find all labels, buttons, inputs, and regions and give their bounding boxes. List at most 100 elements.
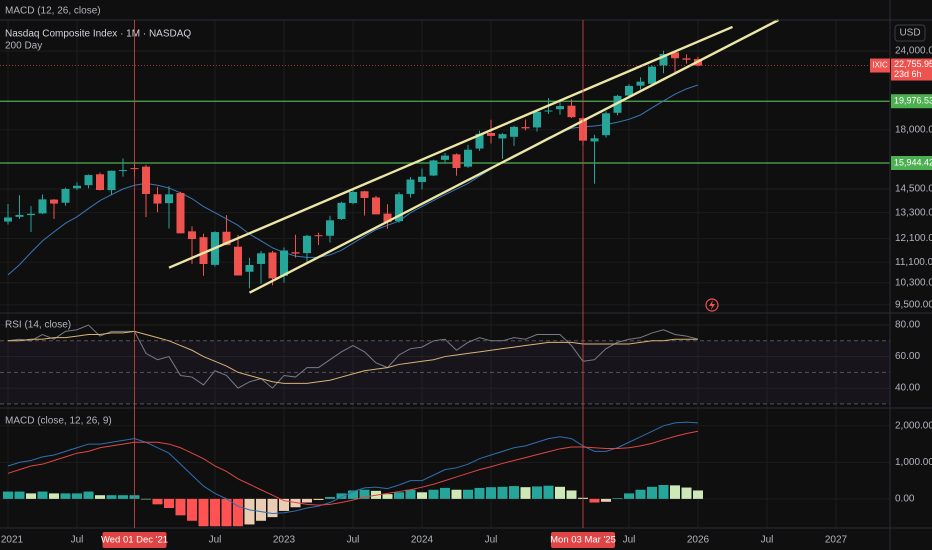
histogram-bar <box>555 486 565 499</box>
candle-body <box>4 217 12 222</box>
candle-body <box>395 194 403 222</box>
y-tick-label: 18,000.00 <box>895 124 932 135</box>
histogram-bar <box>612 498 623 499</box>
candle-body <box>590 138 599 142</box>
flash-icon-bolt[interactable] <box>709 300 715 310</box>
histogram-bar <box>244 498 255 525</box>
x-tick-label: 2026 <box>687 535 710 546</box>
histogram-bar <box>474 487 485 499</box>
level-label: 19,976.53 <box>894 96 932 106</box>
y-tick-label: 0.00 <box>895 494 915 505</box>
histogram-bar <box>26 493 36 499</box>
candle-body <box>107 170 116 191</box>
labels: MACD (12, 26, close) Nasdaq Composite In… <box>5 6 926 427</box>
y-tick-label: 13,300.00 <box>895 207 932 218</box>
candle-body <box>50 199 58 204</box>
histogram-bar <box>164 498 174 509</box>
candle-body <box>682 58 691 60</box>
candle-body <box>487 133 495 136</box>
histogram-bar <box>670 485 680 499</box>
histogram-bar <box>440 487 450 499</box>
histogram-bar <box>463 489 473 499</box>
histogram-bar <box>210 498 220 527</box>
histogram-bar <box>394 492 404 499</box>
histogram-bar <box>451 489 462 499</box>
candle-body <box>349 191 357 204</box>
histogram-bar <box>302 498 312 503</box>
histogram-bar <box>267 498 278 518</box>
x-tick-label: Jul <box>485 535 498 546</box>
last-price-tag <box>891 58 932 81</box>
candle-body <box>452 154 461 168</box>
histogram-bar <box>233 498 243 527</box>
flash-icon[interactable] <box>705 298 719 312</box>
currency-button[interactable] <box>894 24 926 42</box>
plot <box>0 18 890 527</box>
study-header[interactable]: MACD (12, 26, close) <box>5 6 101 17</box>
y-tick-label: 24,000.00 <box>895 46 932 57</box>
histogram-bar <box>141 498 151 500</box>
histogram-bar <box>428 489 439 499</box>
y-tick-label: 40.00 <box>895 383 920 394</box>
candle-body <box>567 105 576 118</box>
candle-body <box>188 231 196 240</box>
histogram-bar <box>106 495 117 499</box>
histogram-bar <box>520 487 531 499</box>
histogram-bar <box>405 489 416 499</box>
histogram-bar <box>83 491 94 499</box>
candle-body <box>245 265 254 272</box>
candle-body <box>337 202 346 219</box>
candle-body <box>165 194 173 204</box>
histogram-bar <box>336 493 347 499</box>
histogram-bar <box>72 493 82 499</box>
x-tick-label: 2027 <box>825 535 848 546</box>
candle-body <box>222 231 231 246</box>
histogram-bar <box>486 487 496 499</box>
candle-body <box>475 133 484 149</box>
candle-body <box>648 66 656 84</box>
candle-body <box>119 170 127 172</box>
histogram-bar <box>543 485 554 499</box>
histogram-bar <box>198 498 209 527</box>
histogram-bar <box>624 493 634 499</box>
candle-body <box>153 194 162 204</box>
y-tick-label: 9,500.00 <box>895 300 932 311</box>
histogram-bar <box>187 498 197 521</box>
symbol-title[interactable]: Nasdaq Composite Index · 1M · NASDAQ <box>5 29 191 40</box>
candle-body <box>291 252 300 254</box>
histogram-bar <box>256 498 266 521</box>
level-tag <box>891 155 932 170</box>
candle-body <box>96 174 104 190</box>
level-label: 15,944.42 <box>894 157 932 167</box>
x-tick-label: Jul <box>347 535 360 546</box>
candle-body <box>314 235 323 237</box>
x-tick-label: Jul <box>71 535 84 546</box>
histogram-bar <box>532 486 542 499</box>
candle-body <box>326 220 334 236</box>
candle-body <box>533 111 541 128</box>
currency[interactable]: USD <box>899 28 920 39</box>
histogram-bar <box>681 487 692 499</box>
ma-legend[interactable]: 200 Day <box>5 41 42 52</box>
candle-body <box>556 106 564 110</box>
candle-body <box>38 199 47 214</box>
candle-body <box>625 85 633 96</box>
symbol-tag <box>870 58 890 73</box>
histogram-bar <box>509 486 519 499</box>
rsi-title[interactable]: RSI (14, close) <box>5 320 71 331</box>
candle-body <box>61 188 70 203</box>
y-tick-label: 10,300.00 <box>895 277 932 288</box>
histogram-bar <box>49 493 59 499</box>
histogram-bar <box>60 493 71 499</box>
crosshair-tag <box>102 532 167 548</box>
candle-body <box>257 253 265 264</box>
x-tick-label: Jul <box>761 535 774 546</box>
flash-icon-ring[interactable] <box>705 298 719 312</box>
macd-title[interactable]: MACD (close, 12, 26, 9) <box>5 416 112 427</box>
histogram-bar <box>359 489 370 499</box>
candle-body <box>73 185 81 189</box>
crosshair-label: Mon 03 Mar '25 <box>550 535 616 546</box>
crosshair-label: Wed 01 Dec '21 <box>101 535 168 546</box>
